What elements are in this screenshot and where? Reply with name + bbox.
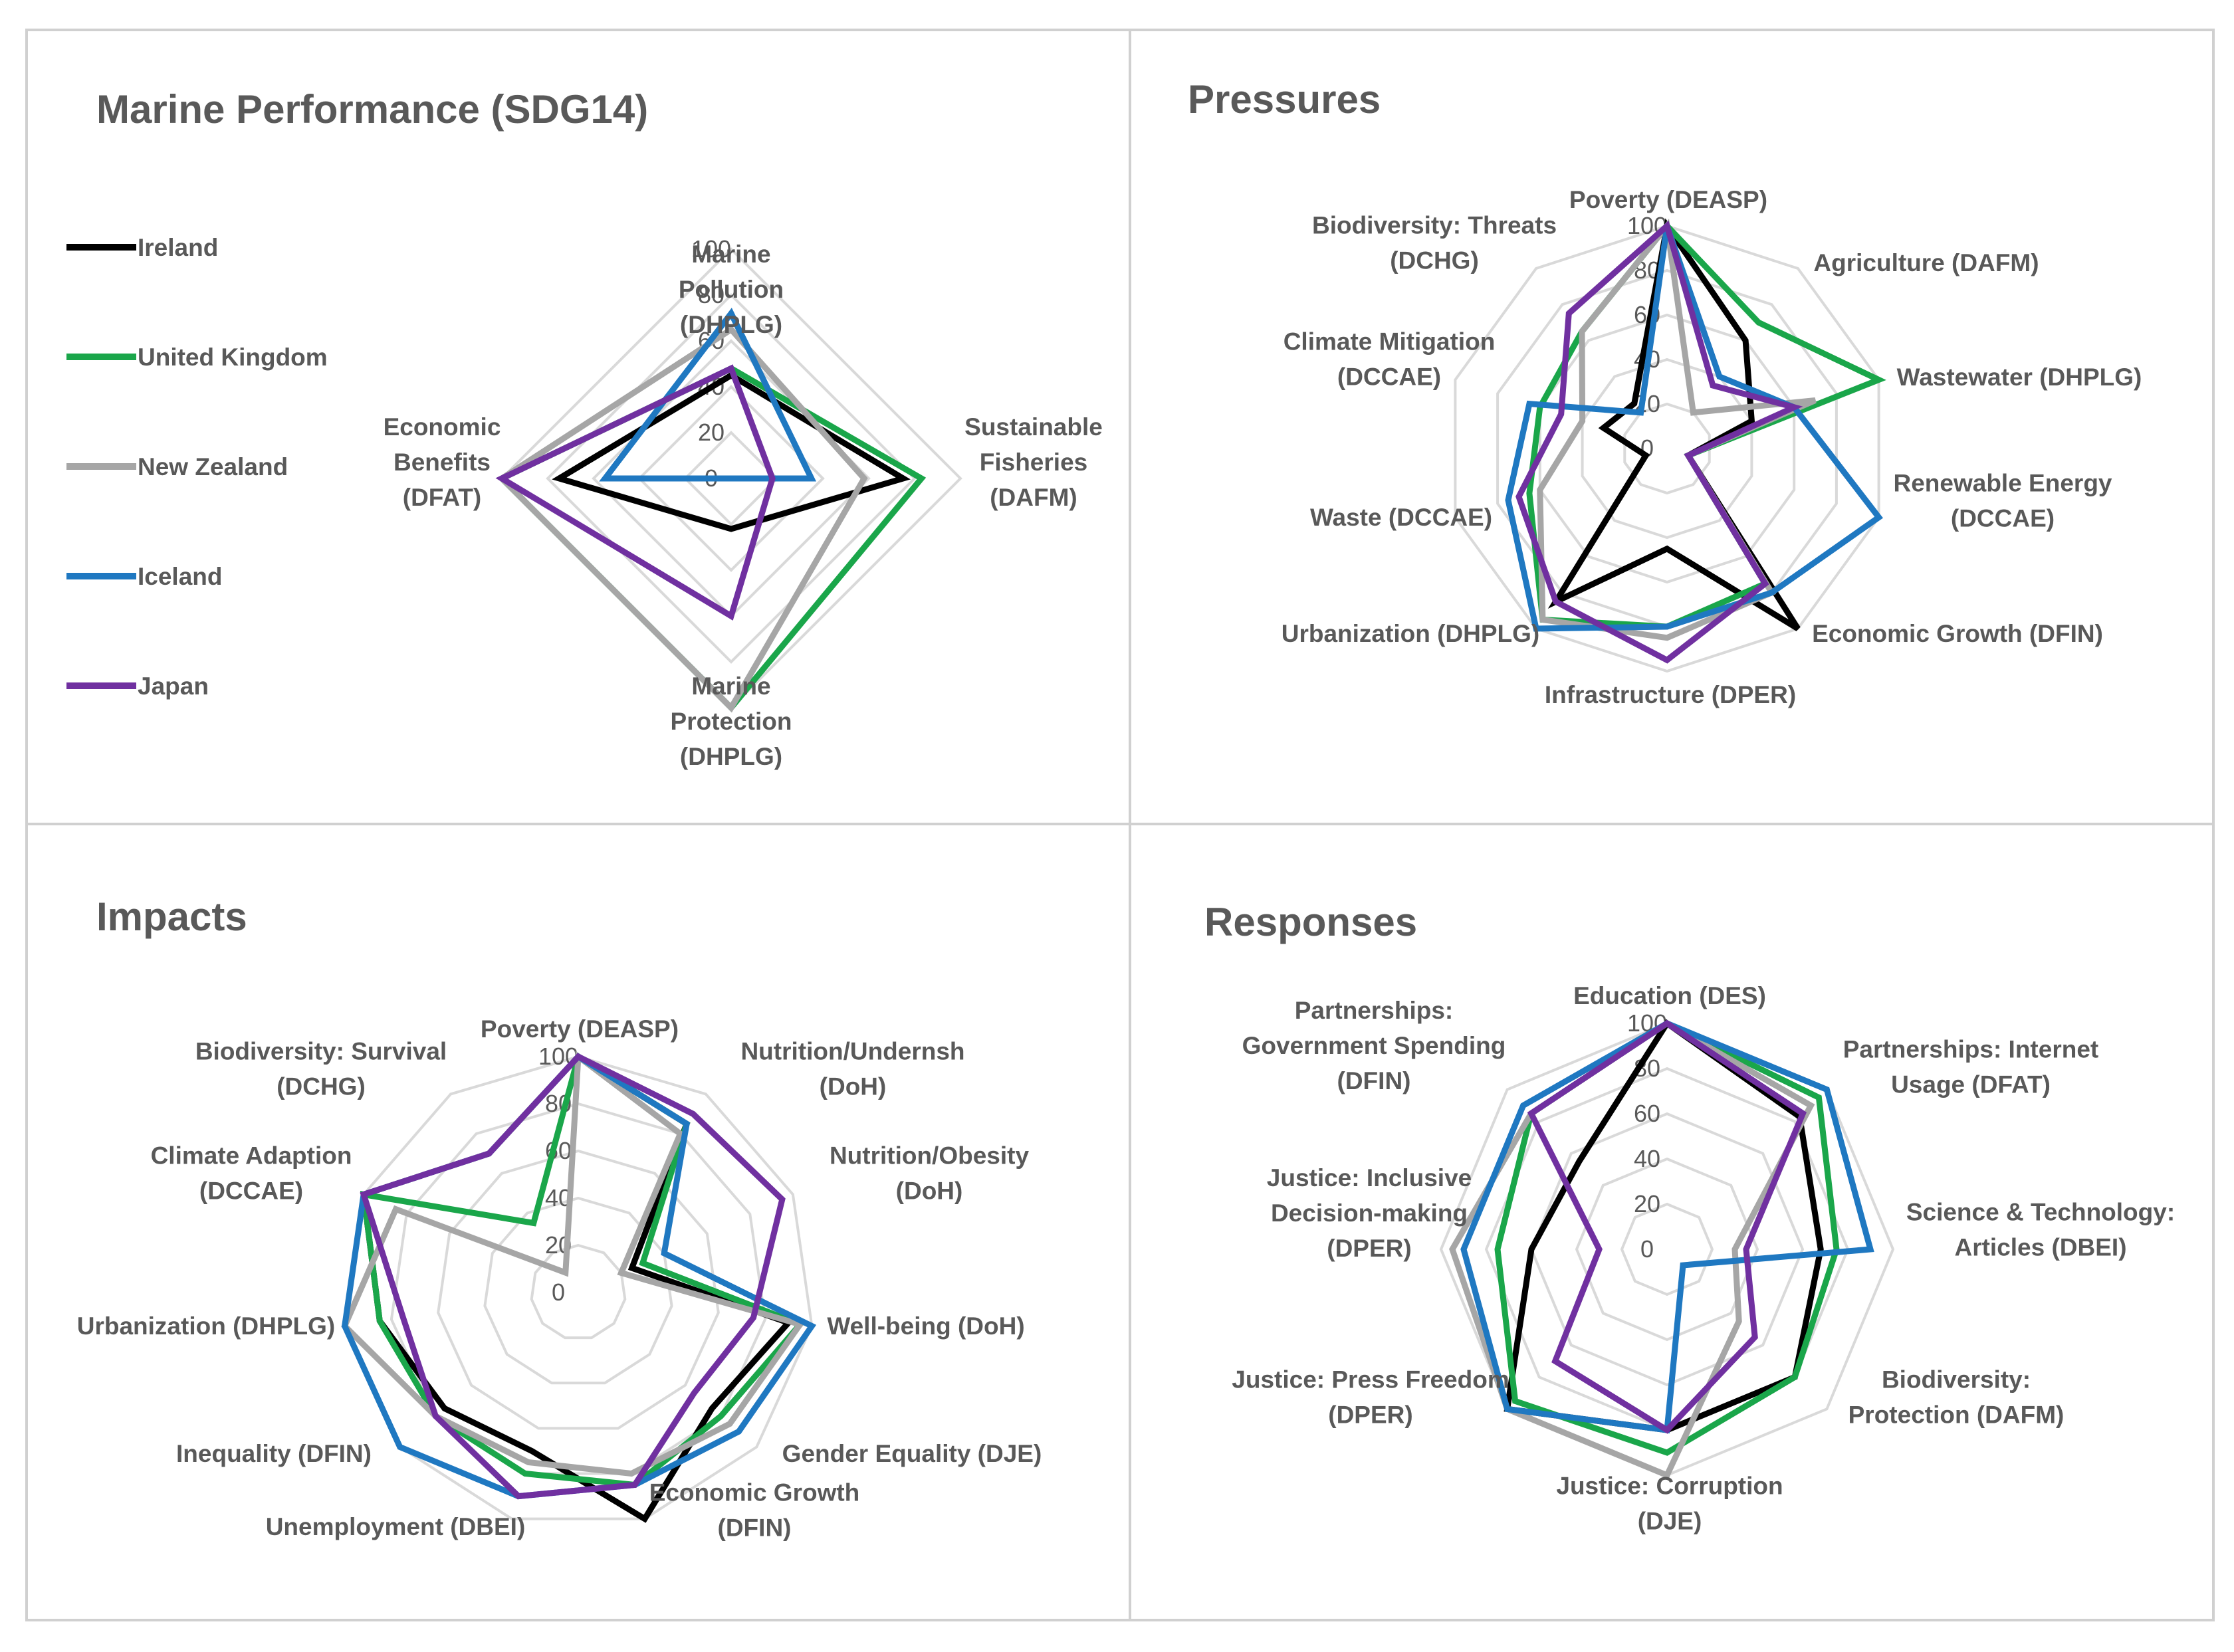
tick-label: 80 [698,281,725,308]
axis-label: Sustainable Fisheries (DAFM) [964,413,1103,511]
axis-label: Renewable Energy (DCCAE) [1893,470,2112,532]
grid-ring [1454,224,1880,673]
axis-label: Justice: Inclusive Decision-making (DPER) [1267,1164,1472,1262]
grid-ring [530,1243,627,1340]
legend-label: Japan [138,672,209,700]
axis-label: Infrastructure (DPER) [1545,681,1796,708]
axis-label: Education (DES) [1573,982,1766,1009]
axis-label: Urbanization (DHPLG) [77,1312,335,1340]
axis-label: Gender Equality (DJE) [782,1440,1042,1467]
grid-ring [1623,402,1711,495]
chart-title: Impacts [96,894,247,939]
tick-label: 60 [1634,1100,1660,1127]
grid-ring [343,1055,814,1520]
legend-item-ireland: Ireland [66,234,218,261]
grid-ring [1575,1157,1759,1342]
axis-label: Partnerships: Internet Usage (DFAT) [1843,1036,2098,1098]
axis-label: Inequality (DFIN) [176,1440,372,1467]
axis-label: Justice: Press Freedom (DPER) [1232,1366,1509,1429]
series-iceland [341,1053,817,1500]
series-iceland [1505,225,1884,632]
chart-title: Responses [1204,900,1417,944]
axis-label: Marine Pollution (DHPLG) [679,241,784,338]
series-japan [1515,220,1803,664]
grid-ring [1620,1202,1714,1296]
tick-label: 100 [691,235,731,262]
axis-label: Biodiversity: Threats (DCHG) [1312,212,1557,274]
series-iceland [599,308,816,482]
axis-label: Partnerships: Government Spending (DFIN) [1242,997,1506,1094]
series-japan [495,364,776,621]
series-japan [360,1053,786,1500]
series-new-zealand [497,325,868,713]
chart-title: Pressures [1188,77,1381,122]
grid-ring [546,293,917,664]
axis-label: Urbanization (DHPLG) [1282,620,1539,647]
axis-label: Justice: Corruption (DJE) [1556,1473,1783,1535]
axis-label: Nutrition/Obesity (DoH) [830,1142,1030,1205]
axis-label: Biodiversity: Protection (DAFM) [1848,1366,2065,1429]
tick-label: 20 [1634,1190,1660,1217]
legend-item-iceland: Iceland [66,563,223,590]
axis-label: Biodiversity: Survival (DCHG) [195,1038,447,1100]
grid-ring [437,1149,720,1430]
axis-label: Wastewater (DHPLG) [1897,363,2142,391]
axis-label: Science & Technology: Articles (DBEI) [1906,1199,2175,1261]
axis-label: Economic Growth (DFIN) [649,1479,860,1542]
series-iceland [1460,1019,1874,1434]
tick-label: 0 [552,1279,565,1306]
axis-label: Economic Growth (DFIN) [1812,620,2103,647]
grid-ring [637,385,825,572]
series-ireland [552,371,911,532]
axis-label: Climate Mitigation (DCCAE) [1284,328,1496,391]
axis-label: Nutrition/Undernsh (DoH) [740,1038,964,1100]
series-united-kingdom [360,1051,806,1489]
tick-label: 0 [1640,1235,1654,1263]
axis-label: Waste (DCCAE) [1310,504,1492,531]
axis-label: Unemployment (DBEI) [266,1513,526,1540]
legend-label: United Kingdom [138,344,328,371]
axis-label: Agriculture (DAFM) [1813,249,2039,276]
legend-item-new-zealand: New Zealand [66,453,288,480]
axis-label: Poverty (DEASP) [481,1015,679,1043]
legend-label: Ireland [138,234,218,261]
legend-label: New Zealand [138,453,288,480]
legend-item-japan: Japan [66,672,209,700]
tick-label: 20 [698,419,725,446]
axis-label: Marine Protection (DHPLG) [671,672,792,770]
radar-chart-marine-performance-sdg14: Marine Performance (SDG14)020406080100Ma… [96,87,1103,770]
legend-item-united-kingdom: United Kingdom [66,344,328,371]
axis-label: Climate Adaption (DCCAE) [151,1142,352,1205]
series-japan [1527,1019,1807,1434]
chart-title: Marine Performance (SDG14) [96,87,648,132]
axis-label: Well-being (DoH) [827,1312,1024,1340]
axis-label: Poverty (DEASP) [1569,186,1767,213]
series-new-zealand [341,1051,806,1477]
grid-ring [1538,313,1796,584]
grid-ring [1529,1112,1805,1387]
axis-label: Economic Benefits (DFAT) [384,413,501,511]
radar-grid [343,1055,814,1520]
legend-label: Iceland [138,563,223,590]
series-united-kingdom [1494,1019,1840,1456]
grid-ring [683,431,779,526]
tick-label: 40 [1634,1145,1660,1172]
legend: Ireland United Kingdom New Zealand Iceland J… [66,234,328,700]
